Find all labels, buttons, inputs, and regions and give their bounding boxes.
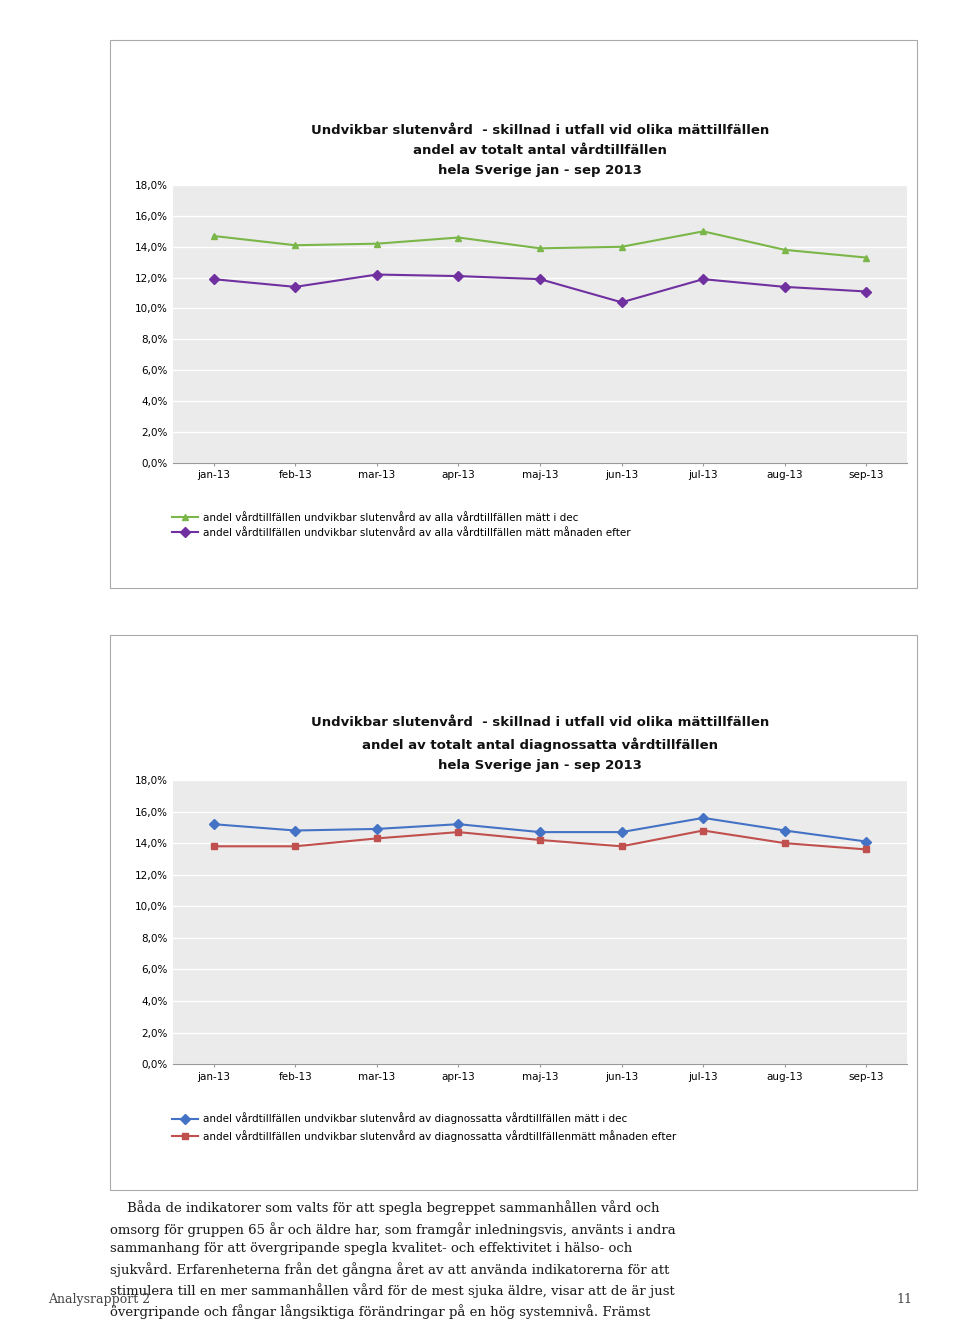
Title: Undvikbar slutenvård  - skillnad i utfall vid olika mättillfällen
andel av total: Undvikbar slutenvård - skillnad i utfall…: [311, 717, 769, 772]
Title: Undvikbar slutenvård  - skillnad i utfall vid olika mättillfällen
andel av total: Undvikbar slutenvård - skillnad i utfall…: [311, 124, 769, 177]
Text: 11: 11: [896, 1293, 912, 1306]
Legend: andel vårdtillfällen undvikbar slutenvård av alla vårdtillfällen mätt i dec, and: andel vårdtillfällen undvikbar slutenvår…: [167, 509, 635, 542]
Text: Båda de indikatorer som valts för att spegla begreppet sammanhållen vård och
oms: Båda de indikatorer som valts för att sp…: [110, 1200, 676, 1322]
Text: Analysrapport 2: Analysrapport 2: [48, 1293, 150, 1306]
Legend: andel vårdtillfällen undvikbar slutenvård av diagnossatta vårdtillfällen mätt i : andel vårdtillfällen undvikbar slutenvår…: [167, 1108, 681, 1146]
